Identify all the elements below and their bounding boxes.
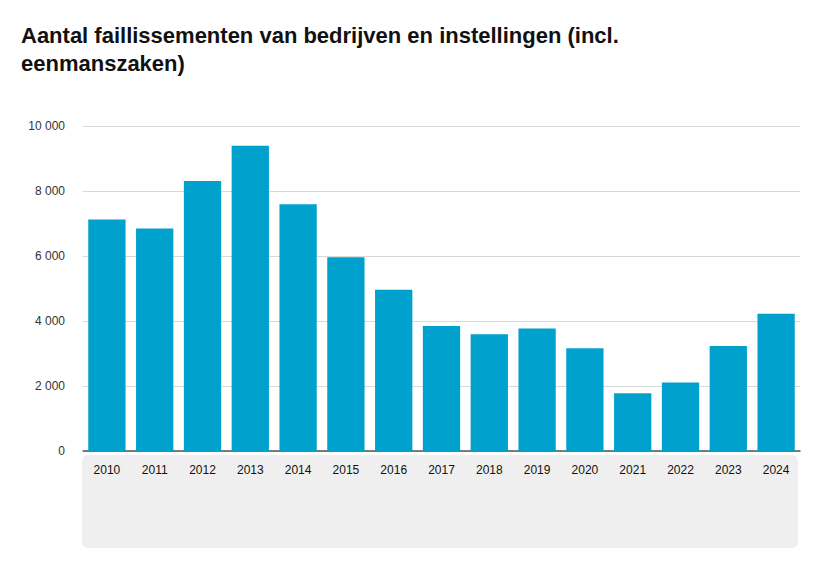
svg-text:2021: 2021 <box>619 463 646 477</box>
svg-text:2022: 2022 <box>667 463 694 477</box>
svg-text:2 000: 2 000 <box>35 379 65 393</box>
svg-text:10 000: 10 000 <box>28 119 65 133</box>
svg-text:2018: 2018 <box>476 463 503 477</box>
svg-text:2016: 2016 <box>380 463 407 477</box>
svg-text:2014: 2014 <box>285 463 312 477</box>
svg-text:8 000: 8 000 <box>35 184 65 198</box>
svg-text:2012: 2012 <box>189 463 216 477</box>
svg-text:2024: 2024 <box>763 463 790 477</box>
svg-text:2010: 2010 <box>94 463 121 477</box>
svg-text:0: 0 <box>58 444 65 458</box>
svg-text:2019: 2019 <box>524 463 551 477</box>
svg-text:4 000: 4 000 <box>35 314 65 328</box>
svg-text:2023: 2023 <box>715 463 742 477</box>
svg-text:2013: 2013 <box>237 463 264 477</box>
svg-text:6 000: 6 000 <box>35 249 65 263</box>
svg-text:2017: 2017 <box>428 463 455 477</box>
svg-text:eenmanszaken): eenmanszaken) <box>21 51 185 76</box>
svg-text:2011: 2011 <box>142 463 168 477</box>
svg-text:Aantal faillissementen van bed: Aantal faillissementen van bedrijven en … <box>21 23 625 48</box>
svg-text:2015: 2015 <box>333 463 360 477</box>
svg-text:2020: 2020 <box>572 463 599 477</box>
